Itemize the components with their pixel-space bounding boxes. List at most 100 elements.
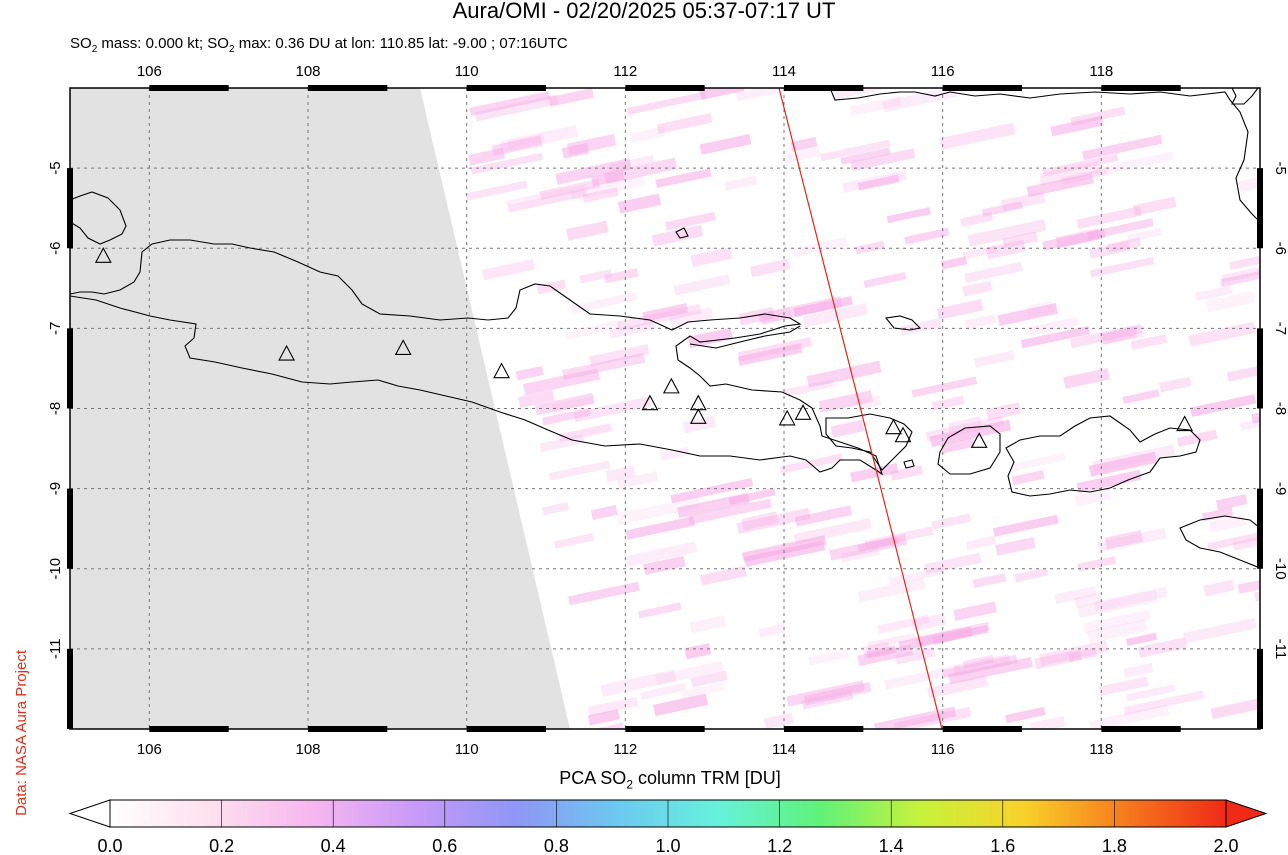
sumbawa-coast <box>1005 415 1201 497</box>
swath-pixel <box>972 573 1007 589</box>
orbit-track-line <box>778 88 943 729</box>
frame-tick-top <box>625 85 705 91</box>
swath-pixel <box>953 654 1011 677</box>
colorbar-tick-label: 1.8 <box>1102 836 1127 855</box>
swath-pixel <box>699 88 745 101</box>
swath-pixel <box>1042 228 1106 251</box>
volcano-marker <box>970 432 988 448</box>
swath-pixel <box>1102 325 1146 345</box>
swath-pixel <box>1077 556 1117 572</box>
swath-pixel <box>568 581 640 606</box>
swath-pixel <box>1070 106 1126 126</box>
lat-label-right: -11 <box>1272 639 1288 660</box>
swath-pixel <box>1098 676 1149 697</box>
swath-pixel <box>688 498 773 525</box>
swath-pixel <box>642 303 689 322</box>
swath-pixel <box>1089 256 1155 278</box>
swath-pixel <box>820 139 891 162</box>
swath-pixel <box>523 368 601 396</box>
swath-pixel <box>579 269 613 284</box>
swath-pixel <box>953 601 998 622</box>
swath-pixel <box>1132 196 1177 216</box>
swath-pixel <box>742 535 827 562</box>
colorbar-tick-label: 1.6 <box>990 836 1015 855</box>
frame-tick-top <box>149 85 229 91</box>
swath-pixel <box>960 211 994 228</box>
frame-tick-top <box>784 85 864 91</box>
swath-pixel <box>491 135 543 156</box>
swath-pixel <box>1203 579 1235 597</box>
swath-pixel <box>894 646 936 665</box>
swath-pixel <box>741 511 779 531</box>
swath-pixel <box>561 352 646 380</box>
swath-pixel <box>609 320 657 339</box>
swath-pixel <box>639 682 687 700</box>
colorbar-under-arrow <box>68 799 111 828</box>
swath-pixel <box>803 681 872 706</box>
colorbar-label-sub: 2 <box>626 777 633 792</box>
swath-pixel <box>626 91 707 115</box>
swath-pixel <box>862 641 891 659</box>
swath-pixel <box>1077 589 1159 619</box>
swath-pixel <box>936 299 984 320</box>
swath-pixel <box>985 402 1022 421</box>
swath-pixel <box>890 465 924 481</box>
colorbar-tick-label: 0.6 <box>432 836 457 855</box>
lat-label-right: -7 <box>1272 322 1288 335</box>
swath-pixel <box>881 88 958 113</box>
lat-label-left: -6 <box>47 242 64 255</box>
volcano-marker <box>794 404 812 420</box>
swath-pixel <box>1011 470 1045 486</box>
swath-pixel <box>655 168 712 189</box>
swath-pixel <box>596 722 625 729</box>
swath-pixel <box>542 502 570 516</box>
swath-pixel <box>561 142 590 159</box>
swath-pixel <box>588 344 650 367</box>
swath-pixel <box>1001 191 1046 212</box>
colorbar-tick-label: 0.4 <box>321 836 346 855</box>
swath-pixel <box>981 201 1023 217</box>
swath-pixel <box>605 465 636 483</box>
swath-pixel <box>600 669 677 697</box>
swath-pixel <box>481 259 535 281</box>
swath-pixel <box>1221 260 1260 283</box>
sumatra-tip-coast <box>70 191 127 245</box>
colorbar-tick-label: 2.0 <box>1213 836 1238 855</box>
swath-pixel <box>565 220 609 241</box>
lon-label-bottom: 110 <box>455 741 479 758</box>
swath-pixel <box>786 680 865 707</box>
swath-pixel <box>617 471 659 489</box>
lon-label-top: 110 <box>455 63 479 80</box>
swath-pixel <box>1011 452 1067 472</box>
borneo-coast <box>829 88 1259 221</box>
swath-pixel <box>1125 684 1176 702</box>
swath-pixel <box>1126 632 1158 647</box>
swath-pixel <box>1014 567 1049 583</box>
swath-pixel <box>616 496 701 525</box>
swath-pixel <box>652 693 709 717</box>
swath-pixel <box>1076 206 1142 229</box>
volcano-marker <box>885 418 902 435</box>
swath-pixel <box>948 656 1033 685</box>
bawean-coast <box>675 227 689 239</box>
swath-pixel <box>1088 240 1131 259</box>
colorbar-label: PCA SO2 column TRM [DU] <box>0 768 1288 792</box>
swath-pixel <box>997 303 1059 326</box>
swath-pixel <box>899 318 942 336</box>
swath-pixel <box>1094 151 1174 177</box>
swath-pixel <box>558 423 612 443</box>
swath-pixel <box>931 395 965 411</box>
nusa-penida-coast <box>903 459 915 469</box>
swath-pixel <box>736 507 811 534</box>
frame-tick-bottom <box>1101 726 1181 732</box>
volcano-marker <box>662 377 680 394</box>
swath-pixel <box>995 537 1036 556</box>
subtitle-sub: 2 <box>91 44 98 55</box>
lat-label-left: -5 <box>47 161 64 174</box>
swath-pixel <box>964 261 1023 283</box>
kangean-coast <box>884 315 922 331</box>
swath-pixel <box>737 343 803 366</box>
swath-pixel <box>1239 414 1260 431</box>
swath-pixel <box>655 660 724 686</box>
volcano-marker <box>894 426 912 443</box>
